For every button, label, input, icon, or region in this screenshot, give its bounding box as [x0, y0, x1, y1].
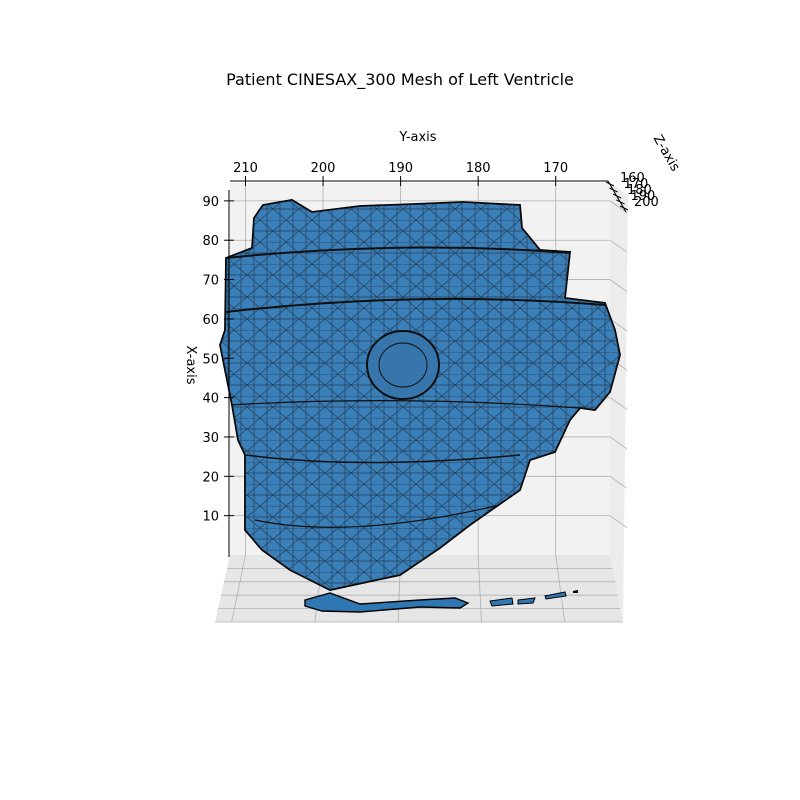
side-pane [610, 183, 628, 622]
y-axis-label: Y-axis [398, 130, 436, 145]
mesh-strand-piece [489, 597, 514, 607]
mesh-inner-hole-rim [378, 342, 428, 388]
x-tick-label: 60 [202, 313, 219, 328]
grid-line [609, 475, 628, 489]
mesh-ring-upper [225, 297, 606, 313]
mesh-ring-bottom [254, 504, 501, 528]
y-tick-label: 180 [466, 161, 491, 176]
x-tick-label: 90 [202, 195, 219, 210]
grid-line [555, 554, 566, 623]
axes: 210 200 190 180 170Y-axis102030405060708090X… [183, 130, 682, 557]
grid-line [609, 397, 628, 410]
x-tick-label: 20 [202, 470, 219, 485]
chart-title: Patient CINESAX_300 Mesh of Left Ventric… [226, 70, 574, 89]
x-axis-label: X-axis [183, 346, 198, 385]
x-tick-label: 10 [202, 510, 219, 525]
grid-line [609, 318, 628, 332]
grid-line [231, 554, 246, 623]
grid-line [477, 554, 482, 623]
y-tick-label: 170 [543, 161, 568, 176]
grid-line [609, 436, 628, 450]
grid-line [609, 279, 628, 292]
z-tick-label: 170 [624, 177, 649, 192]
mesh-strand-piece [544, 591, 567, 600]
x-tick-label: 40 [202, 392, 219, 407]
z-tick [619, 205, 629, 211]
grid-line [609, 200, 628, 214]
y-tick-label: 190 [388, 161, 413, 176]
z-tick [612, 193, 622, 199]
z-tick [616, 199, 625, 205]
floor-pane [215, 555, 623, 622]
z-axis-label: Z-axis [650, 132, 683, 174]
y-tick-label: 200 [311, 161, 336, 176]
mesh-ring-lower [245, 454, 521, 464]
z-tick-label: 190 [631, 189, 656, 204]
y-tick-label: 210 [233, 161, 258, 176]
x-tick-label: 70 [202, 274, 219, 289]
x-tick-label: 80 [202, 234, 219, 249]
grid-line [609, 515, 628, 528]
mesh-inner-hole [366, 330, 440, 400]
mesh-strand-piece [517, 597, 536, 605]
x-tick-label: 50 [202, 352, 219, 367]
mesh-strand [304, 592, 470, 613]
z-tick-label: 160 [620, 171, 645, 186]
mesh-ring-top [225, 246, 573, 259]
z-tick-label: 180 [627, 183, 652, 198]
z-tick-label: 200 [634, 195, 659, 210]
mesh-strand-piece [573, 590, 578, 593]
grid-line [609, 239, 628, 253]
z-tick [609, 187, 618, 193]
z-tick [605, 181, 615, 187]
mesh-ring-mid [229, 400, 581, 409]
x-tick-label: 30 [202, 431, 219, 446]
